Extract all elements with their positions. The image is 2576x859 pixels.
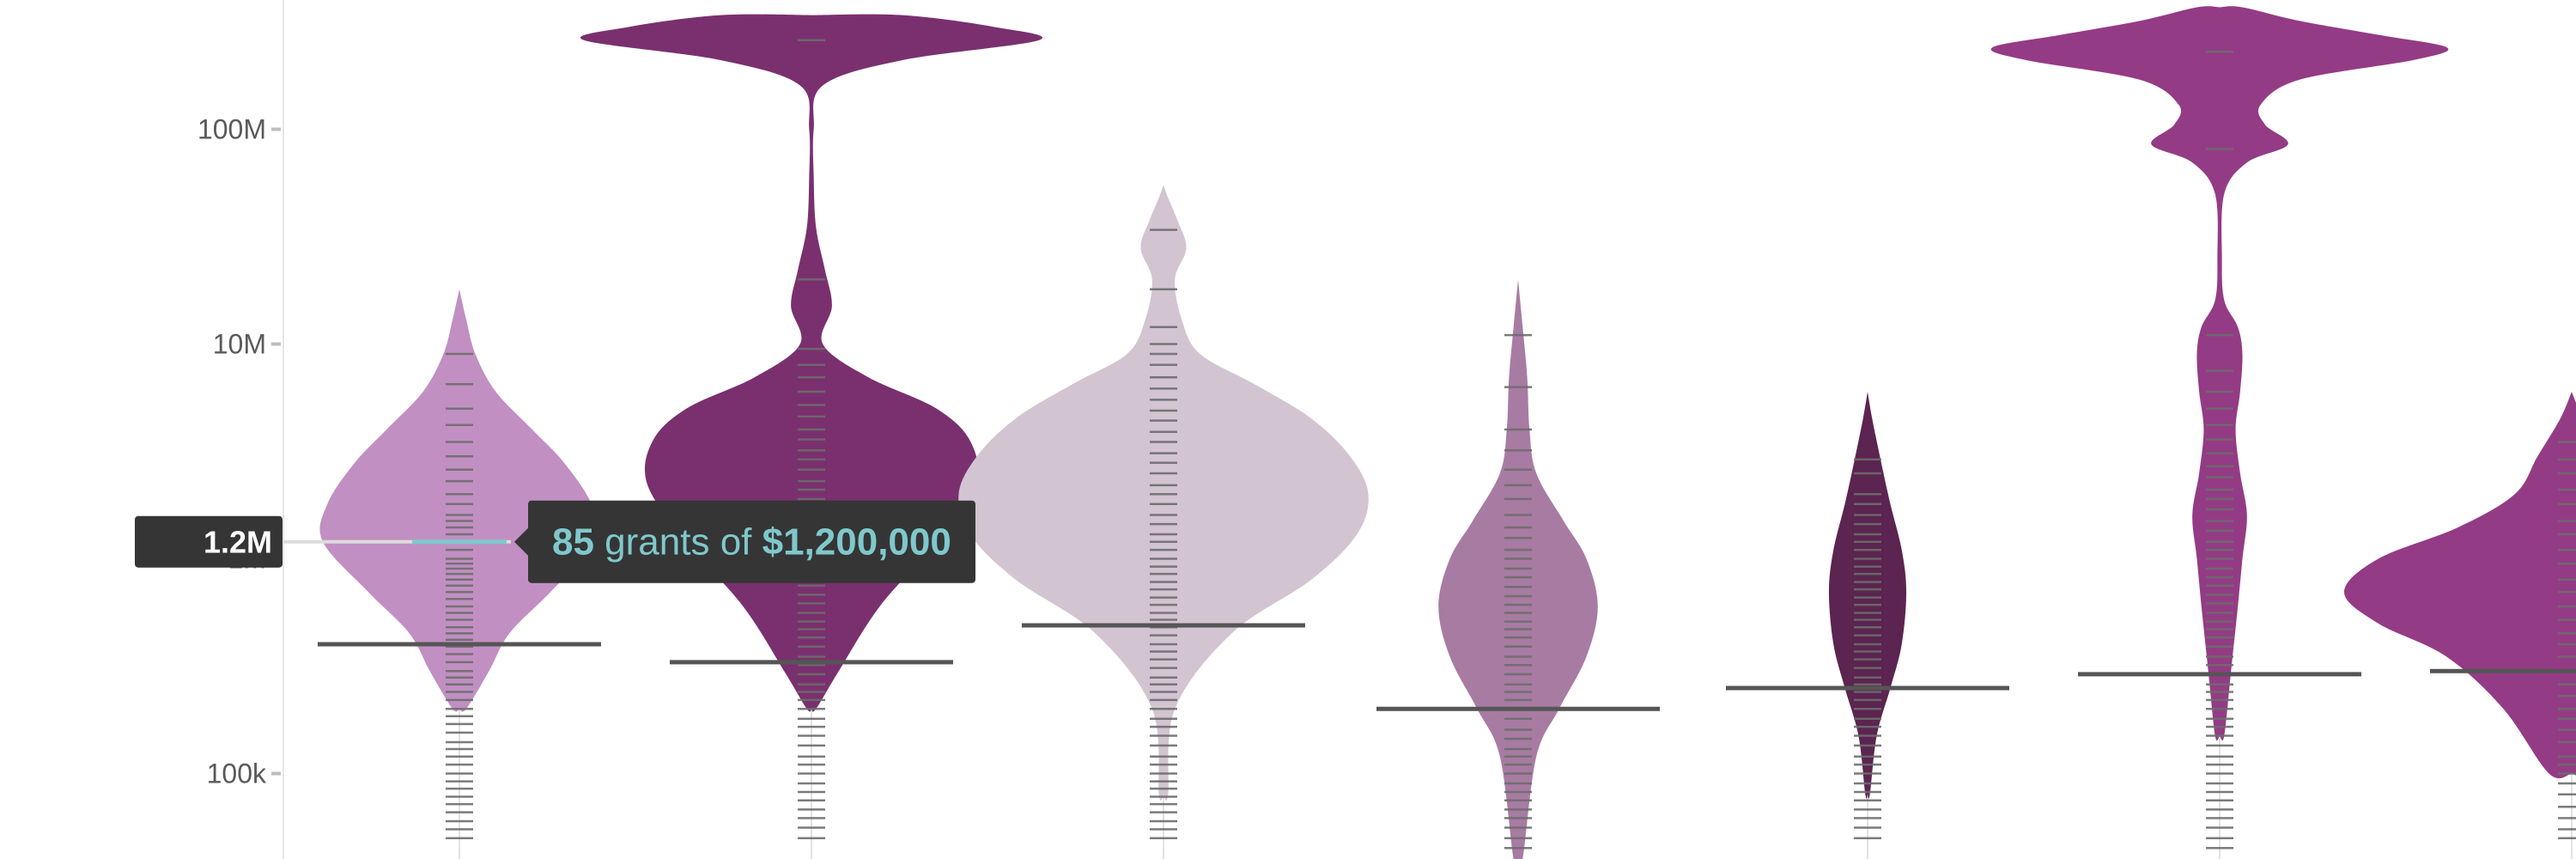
tooltip-middle: grants of: [594, 521, 762, 564]
violin-group-2: [580, 14, 1043, 859]
violin-group-7: [2344, 389, 2576, 859]
violin-group-4: [1376, 276, 1660, 859]
violin-shape: [580, 14, 1043, 712]
violin-group-6: [1990, 6, 2449, 859]
tooltip-text: 85 grants of $1,200,000: [552, 521, 951, 564]
violin-shape: [1828, 389, 1907, 799]
tooltip-bg: [528, 500, 975, 583]
violin-shape: [1438, 276, 1598, 859]
violin-shape: [1990, 6, 2449, 741]
value-badge: 1.2M: [135, 515, 283, 568]
y-tick-label: 100k: [207, 758, 267, 789]
violin-group-1: [318, 287, 601, 859]
y-tick-label: 10M: [213, 329, 266, 360]
violin-shape: [2344, 389, 2576, 779]
value-badge-label: 1.2M: [204, 525, 272, 560]
y-tick-label: 100M: [197, 114, 266, 145]
violin-shape: [319, 287, 599, 712]
hover-overlay: 1.2M 85 grants of $1,200,000: [135, 500, 975, 583]
tooltip-amount: $1,200,000: [762, 521, 951, 564]
violin-group-5: [1726, 389, 2009, 859]
tooltip-count: 85: [552, 521, 594, 564]
tooltip-pointer: [514, 527, 528, 556]
tooltip: 85 grants of $1,200,000: [514, 500, 975, 583]
violin-shape: [958, 184, 1369, 801]
value-badge-bg: [135, 515, 283, 568]
violin-group-3: [958, 184, 1369, 859]
violin-groups: [318, 6, 2576, 859]
y-axis: 100k1M10M100M: [197, 0, 284, 859]
